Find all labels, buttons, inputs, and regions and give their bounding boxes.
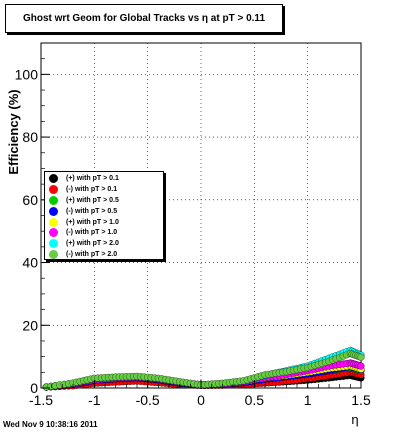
x-tick-label: -1.5 <box>29 392 53 408</box>
x-tick-label: 0 <box>197 392 205 408</box>
legend-entry: (+) with pT > 0.5 <box>49 195 163 206</box>
legend-marker <box>49 195 58 205</box>
chart-title-box: Ghost wrt Geom for Global Tracks vs η at… <box>5 4 283 33</box>
axes: -1.5 -1 -0.5 0 0.5 1 1.5 0 20 40 60 80 100 <box>15 42 371 408</box>
data-point <box>357 362 365 370</box>
legend-marker <box>49 206 58 216</box>
legend-marker <box>49 228 58 238</box>
y-tick-label: 60 <box>22 192 38 208</box>
legend-label: (-) with pT > 0.5 <box>66 207 118 215</box>
y-tick-label: 40 <box>22 255 38 271</box>
legend-label: (-) with pT > 2.0 <box>66 251 118 259</box>
y-tick-label: 100 <box>15 66 39 82</box>
legend-entry: (+) with pT > 2.0 <box>49 238 163 249</box>
y-tick-label: 20 <box>22 317 38 333</box>
legend-entry: (+) with pT > 1.0 <box>49 217 163 228</box>
x-tick-label: -1 <box>88 392 101 408</box>
legend-entry: (-) with pT > 1.0 <box>49 227 163 238</box>
series-group <box>42 346 365 391</box>
legend-entry: (-) with pT > 0.1 <box>49 184 163 195</box>
y-tick-label: 0 <box>30 380 38 396</box>
x-axis-label: η <box>351 412 358 427</box>
legend-entry: (-) with pT > 0.5 <box>49 206 163 217</box>
legend-entry: (-) with pT > 2.0 <box>49 249 163 260</box>
legend-marker <box>49 250 58 260</box>
legend: (+) with pT > 0.1 (-) with pT > 0.1 (+) wi… <box>44 171 164 260</box>
legend-entry: (+) with pT > 0.1 <box>49 173 163 184</box>
x-tick-label: 1.5 <box>351 392 371 408</box>
legend-marker <box>49 239 58 249</box>
x-tick-label: 0.5 <box>245 392 265 408</box>
timestamp: Wed Nov 9 10:38:16 2011 <box>3 420 98 429</box>
legend-label: (+) with pT > 1.0 <box>66 218 119 226</box>
legend-label: (-) with pT > 0.1 <box>66 185 118 193</box>
legend-label: (+) with pT > 2.0 <box>66 240 119 248</box>
legend-marker <box>49 217 58 227</box>
y-axis-label: Efficiency (%) <box>6 89 21 174</box>
legend-label: (+) with pT > 0.1 <box>66 174 119 182</box>
legend-label: (+) with pT > 0.5 <box>66 196 119 204</box>
legend-label: (-) with pT > 1.0 <box>66 229 118 237</box>
legend-marker <box>49 184 58 194</box>
x-tick-label: -0.5 <box>136 392 160 408</box>
x-tick-label: 1 <box>304 392 312 408</box>
legend-marker <box>49 173 58 183</box>
chart-title: Ghost wrt Geom for Global Tracks vs η at… <box>22 13 266 24</box>
y-tick-label: 80 <box>22 129 38 145</box>
data-point <box>357 353 365 361</box>
